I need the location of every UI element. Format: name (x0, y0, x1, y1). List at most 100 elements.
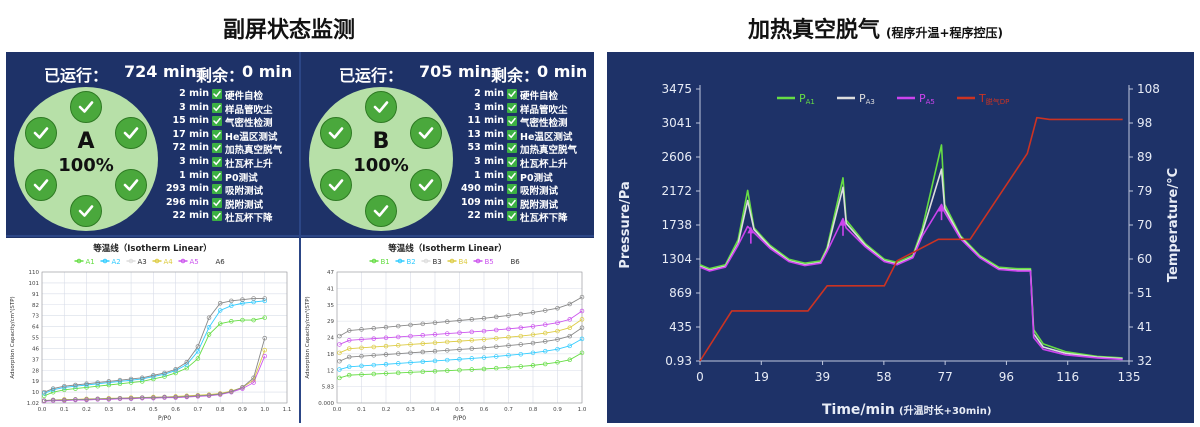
data-point (469, 338, 475, 343)
legend-entry: B2 (407, 258, 416, 266)
y-tick-label: 55 (32, 336, 39, 342)
data-point (530, 332, 536, 337)
data-point (567, 357, 573, 363)
series-line (339, 310, 583, 345)
data-point (408, 333, 413, 339)
data-point (432, 340, 438, 346)
x-axis-note: (升温时长+30min) (899, 404, 991, 417)
series-B2 (337, 336, 585, 372)
check-icon (212, 89, 222, 99)
data-point (50, 386, 56, 391)
series-line-A3 (699, 168, 1123, 360)
sample-position-6[interactable] (24, 117, 57, 149)
legend-entry: B4 (459, 258, 469, 266)
step-list: 2 min 硬件自检 3 min 样品管吹尘 15 min 气密性检测 17 min He温区… (164, 88, 299, 224)
check-icon (78, 101, 94, 113)
data-point (240, 317, 245, 323)
step-item: 11 min 气密性检测 (459, 115, 594, 129)
legend-entry: PA5 (919, 92, 935, 106)
y-tick-label: 73 (32, 314, 39, 320)
step-name: 吸附测试 (520, 186, 559, 198)
sample-position-1[interactable] (365, 91, 397, 123)
progress-percent: 100% (353, 155, 409, 176)
x-axis-label: Time/min (822, 402, 895, 418)
data-point (206, 392, 212, 398)
check-icon (373, 205, 389, 217)
data-point (494, 354, 499, 359)
y-tick-label: 82 (32, 303, 39, 309)
sample-position-4[interactable] (365, 195, 397, 227)
legend-marker (371, 258, 377, 264)
legend-entry: A6 (216, 258, 226, 266)
legend-marker (423, 258, 429, 264)
step-item: 109 min 脱附测试 (459, 197, 594, 211)
x-tick-label: 0.6 (480, 407, 489, 413)
y-tick-label: 1304 (661, 252, 692, 266)
arrow-head (938, 204, 946, 212)
legend-marker (102, 258, 108, 264)
check-icon (418, 179, 434, 191)
data-point (383, 335, 389, 341)
sample-position-1[interactable] (70, 91, 102, 123)
chart-legend: B1 B2 B3 B4 B5 B6 (369, 258, 520, 266)
check-icon (507, 184, 517, 195)
step-item: 17 min He温区测试 (164, 129, 299, 143)
sample-position-6[interactable] (319, 117, 352, 149)
x-tick-label: 19 (754, 370, 769, 384)
step-name: 加热真空脱气 (520, 145, 578, 157)
series-line (339, 296, 583, 337)
step-duration: 109 min (460, 196, 504, 208)
data-point (432, 358, 438, 364)
y-tick-label: 0.93 (665, 354, 692, 368)
y-tick-label: 435 (669, 320, 692, 334)
sample-position-2[interactable] (410, 117, 443, 149)
step-item: 22 min 杜瓦杯下降 (164, 210, 299, 224)
data-point (337, 358, 342, 364)
sample-position-4[interactable] (70, 195, 102, 227)
step-duration: 15 min (172, 115, 209, 127)
data-point (543, 339, 548, 344)
x-tick-label: 1.0 (260, 407, 269, 413)
y-tick-label: 29 (327, 319, 334, 325)
data-point (543, 322, 548, 327)
data-point (408, 360, 413, 365)
legend-entry: A5 (190, 258, 199, 266)
running-value: 724 min (124, 62, 197, 81)
sample-position-5[interactable] (24, 169, 57, 201)
y2-tick-label: 70 (1137, 218, 1152, 232)
x-tick-label: 58 (876, 370, 891, 384)
step-duration: 293 min (165, 183, 209, 195)
legend-marker (154, 258, 160, 264)
data-point (73, 382, 78, 388)
data-point (506, 353, 511, 358)
running-label: 已运行： (339, 66, 404, 85)
sample-position-5[interactable] (319, 169, 352, 201)
data-point (445, 339, 450, 345)
data-point (481, 328, 487, 334)
data-point (84, 397, 89, 402)
plot-frame (41, 271, 288, 404)
data-point (251, 375, 256, 381)
data-point (408, 322, 413, 328)
check-icon (507, 211, 517, 222)
sample-dial: A 100% (14, 87, 158, 231)
data-point (420, 333, 425, 338)
data-point (262, 296, 267, 301)
data-point (346, 354, 352, 360)
data-point (383, 343, 389, 349)
station-letter: B (372, 129, 390, 154)
step-name: P0测试 (520, 172, 553, 184)
data-point (117, 395, 123, 401)
step-item: 293 min 吸附测试 (164, 183, 299, 197)
y-tick-label: 24 (327, 336, 334, 342)
isotherm-svg-a: 等温线（Isotherm Linear）A1 A2 A3 A4 A5 A61.021019… (6, 238, 299, 423)
step-item: 13 min He温区测试 (459, 129, 594, 143)
x-tick-label: 0.0 (333, 407, 342, 413)
sample-position-3[interactable] (115, 169, 148, 201)
sample-position-2[interactable] (115, 117, 148, 149)
data-point (106, 379, 112, 384)
isotherm-chart-b: 等温线（Isotherm Linear） B1 B2 B3 B4 B5 B6 0.000 5.8… (301, 238, 594, 423)
data-point (162, 370, 167, 376)
x-tick-label: 0.2 (82, 407, 91, 413)
sample-position-3[interactable] (410, 169, 443, 201)
